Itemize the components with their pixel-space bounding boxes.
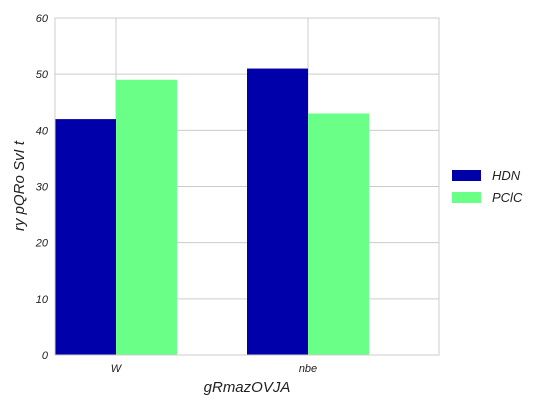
y-tick-label: 30 xyxy=(36,182,49,194)
bar-pclc-nbe xyxy=(308,113,369,355)
bar-pclc-w xyxy=(116,79,177,356)
legend-swatch-pclc xyxy=(452,192,481,203)
plot-frame xyxy=(54,17,440,356)
y-tick-labels: 0 10 20 30 40 50 60 xyxy=(35,13,49,362)
legend-swatch-hdn xyxy=(452,170,481,181)
x-tick-label: W xyxy=(111,363,123,375)
y-axis-label: ry pQRo SvI t xyxy=(11,140,28,231)
bars xyxy=(55,68,369,356)
y-tick-label: 10 xyxy=(36,294,49,306)
legend-label-pclc: PClC xyxy=(492,190,523,205)
y-tick-label: 60 xyxy=(36,13,49,25)
bar-hdn-w xyxy=(55,119,116,355)
legend: HDN PClC xyxy=(452,168,523,205)
y-tick-label: 0 xyxy=(42,350,49,362)
bar-hdn-nbe xyxy=(247,68,308,356)
legend-label-hdn: HDN xyxy=(492,168,521,183)
y-tick-label: 20 xyxy=(35,238,49,250)
x-tick-label: nbe xyxy=(299,363,317,375)
y-tick-label: 40 xyxy=(36,125,49,137)
y-tick-label: 50 xyxy=(36,69,49,81)
x-axis-label: gRmazOVJA xyxy=(204,379,291,396)
